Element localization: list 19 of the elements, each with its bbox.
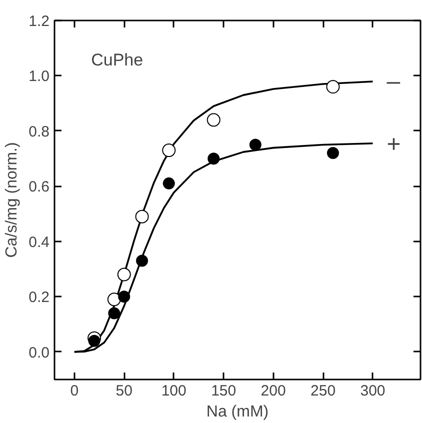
x-axis-title: Na (mM)	[206, 404, 269, 420]
x-tick-label: 0	[70, 382, 79, 400]
x-tick-label: 250	[310, 382, 336, 400]
legend-label: –	[386, 68, 401, 96]
y-tick-label: 0.0	[28, 344, 50, 362]
x-tick-label: 300	[360, 382, 386, 400]
x-tick-label: 150	[211, 382, 236, 400]
y-tick-label: 0.6	[28, 178, 50, 196]
x-tick-label: 50	[116, 382, 132, 400]
y-tick-label: 0.4	[28, 234, 50, 251]
legend-label: +	[386, 130, 401, 158]
annotation: CuPhe	[91, 50, 144, 70]
y-tick-label: 0.8	[28, 123, 50, 140]
y-tick-label: 0.2	[28, 289, 50, 306]
y-axis-title: Ca/s/mg (norm.)	[4, 142, 21, 258]
y-tick-label: 1.0	[28, 68, 50, 86]
x-tick-label: 200	[260, 382, 286, 400]
x-tick-label: 100	[161, 382, 186, 400]
y-tick-label: 1.2	[28, 13, 50, 30]
